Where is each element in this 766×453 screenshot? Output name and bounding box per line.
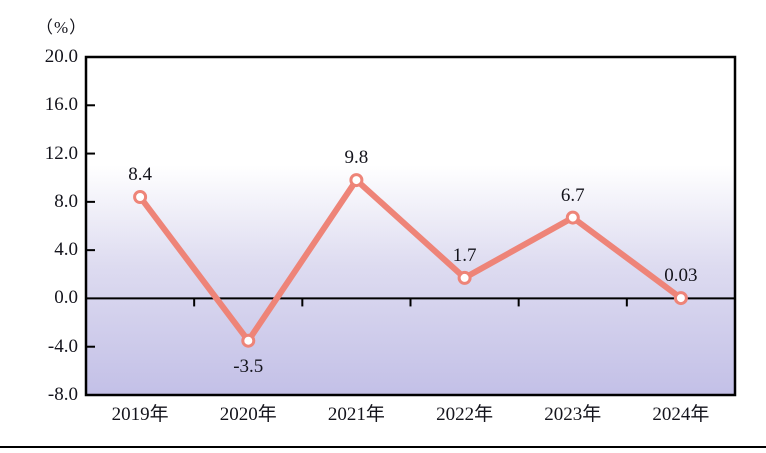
y-axis-unit-label: （%） [36,18,88,37]
data-point-marker [349,173,364,188]
data-point-marker [133,190,148,204]
data-point-label: 1.7 [452,244,477,266]
x-axis-category-label: 2019年 [111,404,169,425]
data-point-marker [457,270,472,285]
data-point-label: 6.7 [560,184,585,206]
y-axis-tick-label: -8.0 [47,384,78,405]
data-point-label: -3.5 [233,355,264,377]
data-point-marker [241,333,256,348]
data-line [137,177,684,344]
y-axis-tick-label: 12.0 [44,142,78,164]
y-axis-tick-label: 20.0 [44,46,78,67]
y-axis-tick-label: 16.0 [44,94,78,116]
data-point-label: 0.03 [664,265,698,287]
x-axis-category-label: 2023年 [544,404,602,425]
x-axis-category-label: 2024年 [652,404,710,425]
line-chart-plot [84,55,737,397]
x-axis-category-label: 2020年 [219,404,277,425]
bottom-divider-line [0,446,766,448]
data-point-label: 8.4 [128,164,152,186]
y-axis-tick-label: 4.0 [54,239,78,261]
y-axis-tick-label: -4.0 [47,335,78,357]
data-point-label: 9.8 [344,147,369,169]
data-point-marker [565,210,580,225]
data-point-marker [673,291,688,306]
y-axis-tick-label: 8.0 [54,190,78,212]
x-axis-category-label: 2021年 [327,404,385,425]
y-axis-tick-label: 0.0 [54,287,78,309]
x-axis-category-label: 2022年 [436,404,494,425]
